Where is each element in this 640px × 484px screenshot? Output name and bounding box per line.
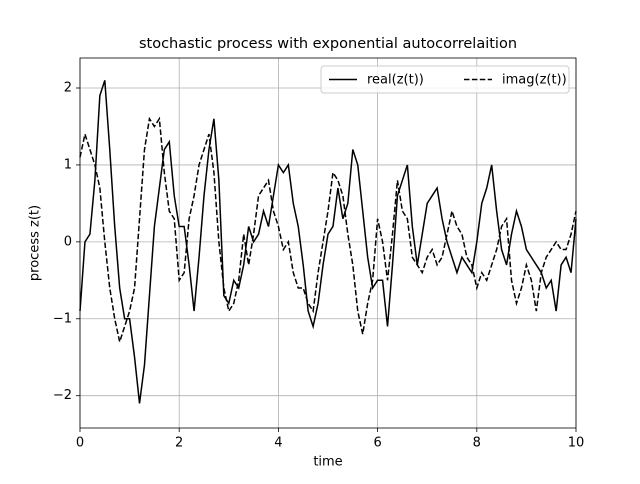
- axes-frame: [79, 57, 577, 429]
- x-tick-label: 0: [76, 436, 84, 451]
- x-tick-label: 8: [473, 436, 481, 451]
- y-axis-label: process z(t): [28, 205, 43, 281]
- y-tick-label: 2: [64, 81, 72, 96]
- data-line: [79, 116, 577, 345]
- x-tick-label: 4: [274, 436, 282, 451]
- x-tick-label: 10: [568, 436, 585, 451]
- legend-label: imag(z(t)): [502, 73, 567, 88]
- x-tick-label: 6: [373, 436, 381, 451]
- legend-box: [320, 65, 570, 94]
- y-tick-label: 0: [64, 234, 72, 249]
- legend-label: real(z(t)): [367, 73, 424, 88]
- x-tick-label: 2: [175, 436, 183, 451]
- chart-title: stochastic process with exponential auto…: [139, 36, 517, 52]
- x-axis-label: time: [313, 455, 342, 470]
- y-tick-label: −1: [53, 311, 72, 326]
- y-tick-label: −2: [53, 388, 72, 403]
- y-tick-label: 1: [64, 157, 72, 172]
